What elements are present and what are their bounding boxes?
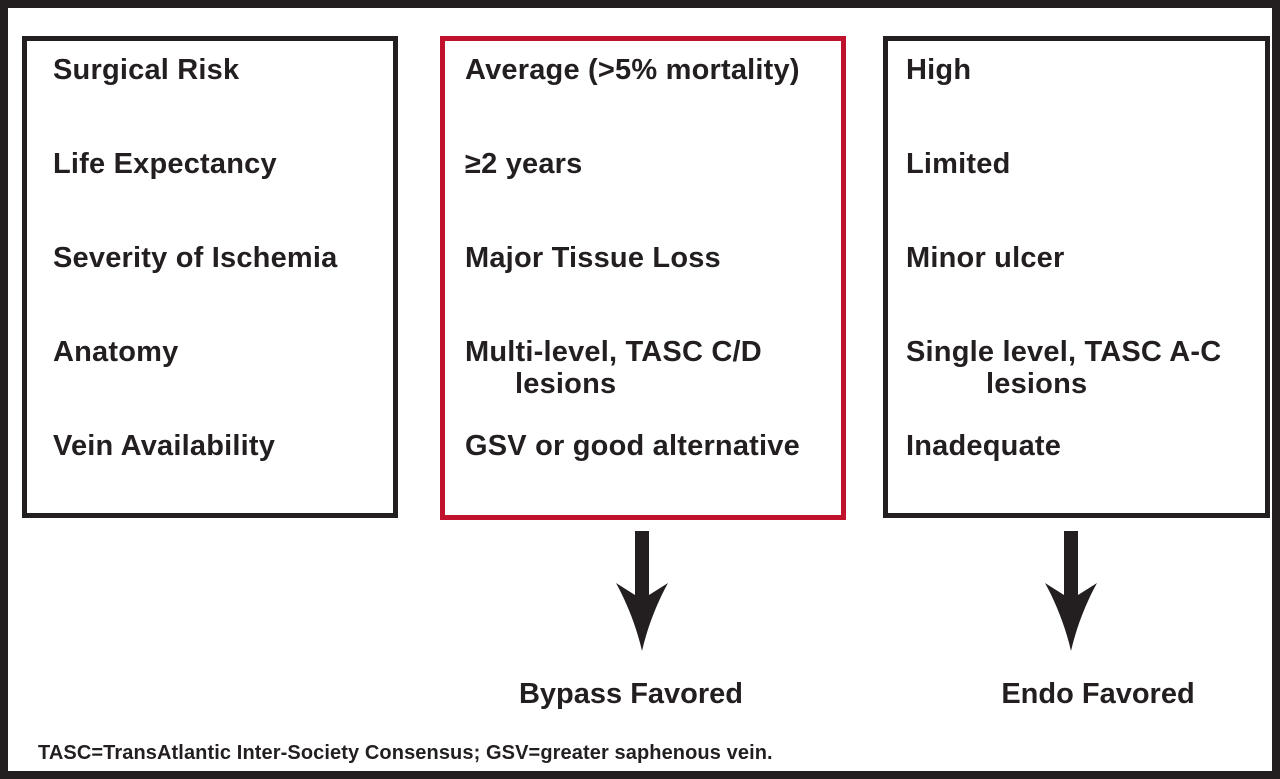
bypass-favored-label: Bypass Favored — [518, 678, 744, 710]
endo-favored-label: Endo Favored — [1001, 678, 1195, 710]
bypass-criteria-value: Multi-level, TASC C/D — [465, 336, 762, 368]
endo-criteria-row: Minor ulcer — [906, 242, 1065, 274]
criteria-label: Vein Availability — [53, 430, 276, 462]
endo-criteria-row: Inadequate — [906, 430, 1061, 462]
criteria-row: Surgical Risk — [53, 54, 239, 86]
criteria-label: Anatomy — [53, 336, 179, 368]
bypass-criteria-value: Major Tissue Loss — [465, 242, 721, 274]
endo-criteria-value: Inadequate — [906, 430, 1062, 462]
endo-criteria-value: High — [906, 54, 972, 86]
endo-criteria-value: Limited — [906, 148, 1011, 180]
endo-criteria-value: Single level, TASC A-C — [906, 336, 1222, 368]
criteria-row: Severity of Ischemia — [53, 242, 337, 274]
criteria-label: Surgical Risk — [53, 54, 240, 86]
bypass-down-arrow-icon — [616, 531, 668, 651]
endo-criteria-value: Minor ulcer — [906, 242, 1065, 274]
criteria-row: Vein Availability — [53, 430, 275, 462]
criteria-row: Anatomy — [53, 336, 178, 368]
endo-criteria-row: High — [906, 54, 971, 86]
bypass-criteria-value-line2: lesions — [515, 368, 617, 400]
endo-criteria-row: Single level, TASC A-C lesions — [906, 336, 1221, 400]
criteria-label: Life Expectancy — [53, 148, 277, 180]
criteria-row: Life Expectancy — [53, 148, 277, 180]
endo-down-arrow-icon — [1045, 531, 1097, 651]
criteria-label: Severity of Ischemia — [53, 242, 338, 274]
endo-criteria-row: Limited — [906, 148, 1011, 180]
bypass-criteria-row: Average (>5% mortality) — [465, 54, 800, 86]
bypass-criteria-value: GSV or good alternative — [465, 430, 800, 462]
abbreviation-footnote: TASC=TransAtlantic Inter-Society Consens… — [38, 742, 773, 764]
bypass-criteria-box: Average (>5% mortality) ≥2 years Major T… — [440, 36, 846, 520]
bypass-criteria-row: GSV or good alternative — [465, 430, 800, 462]
endo-criteria-value-line2: lesions — [986, 368, 1088, 400]
criteria-box: Surgical Risk Life Expectancy Severity o… — [22, 36, 398, 518]
bypass-criteria-value: ≥2 years — [465, 148, 583, 180]
endo-criteria-box: High Limited Minor ulcer Single level, T… — [883, 36, 1270, 518]
bypass-criteria-row: ≥2 years — [465, 148, 583, 180]
bypass-criteria-row: Major Tissue Loss — [465, 242, 721, 274]
bypass-criteria-value: Average (>5% mortality) — [465, 54, 800, 86]
bypass-criteria-row: Multi-level, TASC C/D lesions — [465, 336, 762, 400]
